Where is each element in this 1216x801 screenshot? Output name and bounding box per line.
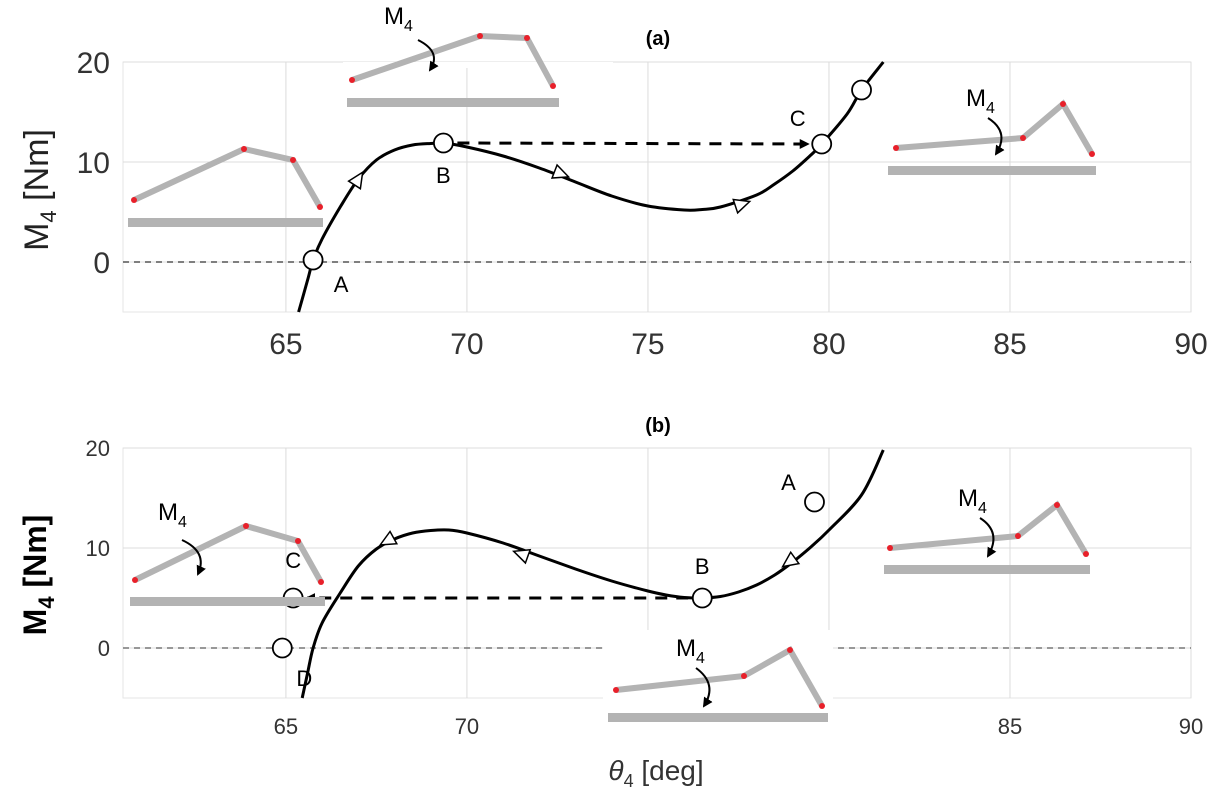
- y-tick-label-a-0: 0: [93, 247, 110, 280]
- x-tick-label-a-1: 70: [450, 328, 483, 361]
- direction-arrow-a-0: [347, 170, 364, 190]
- curve-point-b-0: [804, 491, 825, 513]
- curve-point-a-2: [811, 133, 833, 155]
- direction-arrows-b: [378, 530, 801, 568]
- linkage-sketch-b1: M4: [130, 499, 325, 606]
- moment-label-b2: M4: [676, 635, 705, 667]
- point-label-b-C: C: [285, 548, 301, 573]
- panel-b: 65 70 85 90 0 10 20 (b) M4 [Nm] θ4 [deg] A B C D…: [17, 415, 1203, 791]
- curve-points-b: A B C D: [271, 470, 825, 691]
- curve-point-b-1: [691, 587, 713, 609]
- curve-points-a: A B C: [302, 79, 872, 297]
- moment-label-b1: M4: [158, 499, 187, 531]
- x-tick-label-a-0: 65: [269, 328, 302, 361]
- point-label-b-A: A: [781, 470, 796, 495]
- y-tick-label-a-2: 20: [77, 47, 110, 80]
- x-tick-label-b-5: 90: [1179, 714, 1203, 739]
- y-tick-label-b-0: 0: [98, 636, 110, 661]
- y-axis-label-a: M4 [Nm]: [18, 129, 61, 251]
- y-tick-labels-b: 0 10 20: [86, 436, 110, 661]
- direction-arrow-b-0: [781, 550, 801, 568]
- curve-point-a-1: [432, 132, 454, 154]
- curve-point-a-0: [302, 249, 324, 271]
- point-label-a-B: B: [436, 163, 451, 188]
- panel-a: 65 70 75 80 85 90 0 10 20 (a) M4 [Nm] A B C M4 M4: [18, 3, 1208, 361]
- panel-title-a: (a): [646, 28, 670, 50]
- grid-a: [123, 61, 1192, 312]
- linkage-sketch-b3: M4: [884, 485, 1090, 574]
- jump-arrow-a: [457, 138, 810, 149]
- x-tick-label-a-3: 80: [812, 328, 845, 361]
- linkage-sketch-a1: [128, 145, 323, 227]
- y-tick-label-a-1: 10: [77, 147, 110, 180]
- x-tick-labels-b: 65 70 85 90: [274, 714, 1204, 739]
- direction-arrow-b-1: [512, 548, 532, 565]
- y-axis-label-b: M4 [Nm]: [17, 515, 59, 636]
- curve-point-a-3: [851, 79, 872, 101]
- panel-title-b: (b): [645, 415, 671, 437]
- x-tick-label-a-4: 85: [993, 328, 1026, 361]
- moment-label-b3: M4: [958, 485, 987, 517]
- point-label-b-D: D: [296, 666, 312, 691]
- linkage-sketch-a2: M4: [343, 3, 613, 107]
- y-tick-labels-a: 0 10 20: [77, 47, 110, 280]
- y-tick-label-b-1: 10: [86, 536, 110, 561]
- point-label-b-B: B: [695, 554, 710, 579]
- direction-arrows-a: [347, 163, 752, 215]
- direction-arrow-a-2: [732, 198, 752, 215]
- point-label-a-A: A: [334, 272, 349, 297]
- y-tick-label-b-2: 20: [86, 436, 110, 461]
- moment-label-a3: M4: [966, 85, 995, 117]
- plot-frame-a: [122, 61, 1192, 313]
- direction-arrow-a-1: [550, 163, 571, 179]
- x-tick-label-b-4: 85: [998, 714, 1022, 739]
- moment-label-a2: M4: [384, 3, 413, 35]
- x-tick-labels-a: 65 70 75 80 85 90: [269, 328, 1207, 361]
- linkage-sketch-b2: M4: [603, 630, 833, 722]
- direction-arrow-b-2: [378, 530, 399, 546]
- curve-point-b-3: [271, 637, 293, 659]
- x-axis-label-b: θ4 [deg]: [608, 755, 703, 791]
- linkage-sketch-a3: M4: [888, 85, 1096, 175]
- x-tick-label-a-5: 90: [1174, 328, 1207, 361]
- x-tick-label-a-2: 75: [631, 328, 664, 361]
- x-tick-label-b-1: 70: [455, 714, 479, 739]
- point-label-a-C: C: [790, 106, 806, 131]
- moment-curve-b: [300, 449, 885, 699]
- x-tick-label-b-0: 65: [274, 714, 298, 739]
